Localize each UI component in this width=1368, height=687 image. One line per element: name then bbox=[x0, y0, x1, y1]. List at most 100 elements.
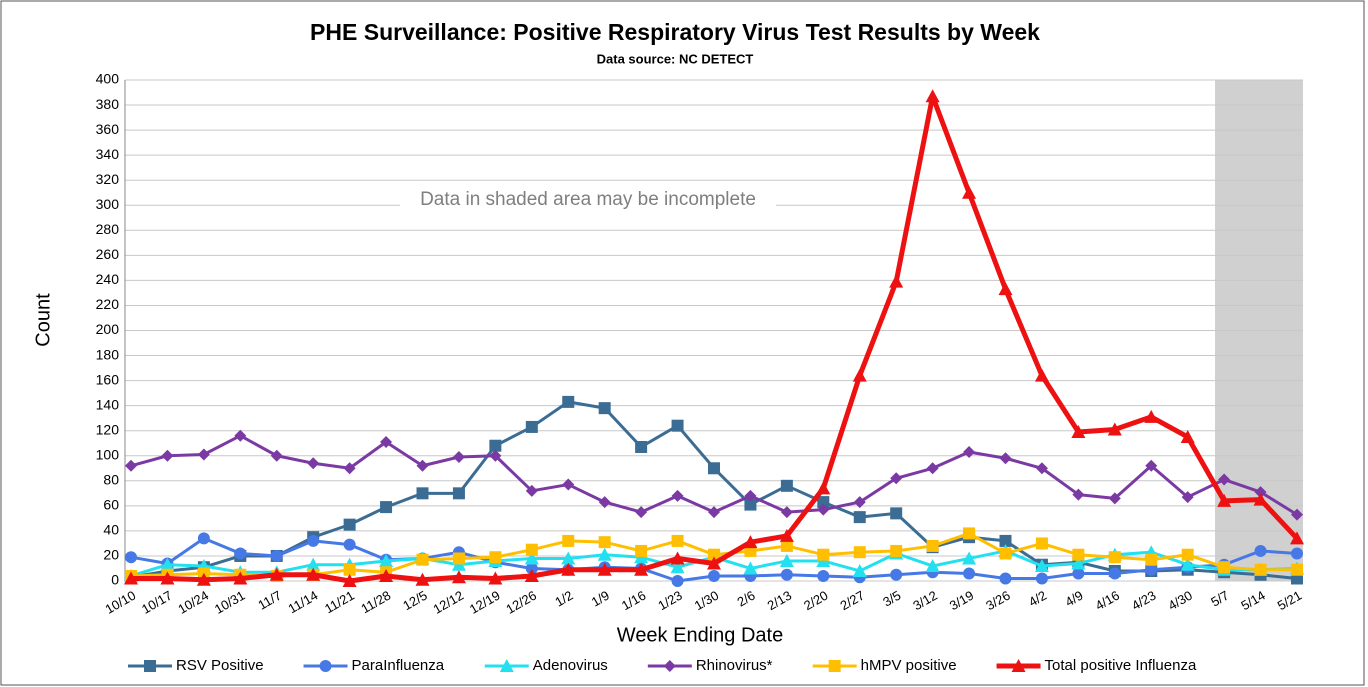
data-point bbox=[708, 506, 720, 519]
y-tick-label: 200 bbox=[96, 321, 120, 337]
data-point bbox=[852, 368, 867, 382]
data-point bbox=[817, 503, 830, 516]
legend-label: RSV Positive bbox=[176, 657, 264, 674]
data-point bbox=[853, 511, 866, 524]
data-point bbox=[1035, 462, 1048, 475]
data-point bbox=[890, 507, 903, 520]
legend-label: Rhinovirus* bbox=[696, 657, 773, 674]
data-point bbox=[1072, 567, 1085, 580]
data-point bbox=[524, 568, 539, 582]
y-tick-label: 120 bbox=[96, 421, 120, 437]
data-point bbox=[233, 571, 248, 585]
x-axis-label: Week Ending Date bbox=[617, 624, 783, 646]
data-point bbox=[597, 562, 612, 576]
data-point bbox=[744, 489, 757, 502]
data-point bbox=[307, 457, 320, 470]
data-point bbox=[416, 487, 429, 500]
chart-subtitle: Data source: NC DETECT bbox=[597, 51, 754, 66]
data-point bbox=[379, 553, 394, 567]
data-point bbox=[343, 518, 356, 531]
data-point bbox=[489, 551, 502, 564]
data-point bbox=[270, 549, 283, 562]
data-point bbox=[744, 498, 757, 511]
data-point bbox=[196, 572, 211, 586]
data-point bbox=[597, 547, 612, 561]
data-point bbox=[524, 551, 539, 565]
data-point bbox=[671, 419, 684, 432]
data-point bbox=[670, 551, 685, 565]
data-point bbox=[234, 429, 247, 442]
data-point bbox=[489, 439, 502, 452]
data-point bbox=[306, 567, 321, 581]
y-tick-label: 180 bbox=[96, 346, 120, 362]
data-point bbox=[1034, 368, 1049, 382]
data-point bbox=[1072, 548, 1085, 561]
data-point bbox=[1181, 491, 1194, 504]
data-point bbox=[488, 571, 503, 585]
y-tick-label: 320 bbox=[96, 171, 120, 187]
y-tick-label: 60 bbox=[103, 497, 119, 513]
data-point bbox=[779, 553, 794, 567]
y-tick-label: 20 bbox=[103, 547, 119, 563]
data-point bbox=[562, 395, 575, 408]
data-point bbox=[343, 538, 356, 551]
data-point bbox=[671, 534, 684, 547]
data-point bbox=[779, 528, 794, 542]
data-point bbox=[999, 534, 1012, 547]
data-point bbox=[306, 557, 321, 571]
y-tick-label: 380 bbox=[96, 96, 120, 112]
y-tick-label: 400 bbox=[96, 71, 120, 87]
y-tick-label: 0 bbox=[111, 572, 119, 588]
data-point bbox=[1254, 563, 1267, 576]
data-point bbox=[1291, 547, 1303, 560]
y-tick-label: 280 bbox=[96, 221, 120, 237]
legend-marker bbox=[1011, 659, 1026, 672]
data-point bbox=[889, 274, 904, 288]
y-tick-label: 260 bbox=[96, 246, 120, 262]
data-point bbox=[999, 452, 1012, 465]
data-point bbox=[562, 534, 575, 547]
data-point bbox=[1071, 424, 1086, 438]
data-point bbox=[1180, 429, 1195, 443]
data-point bbox=[598, 496, 611, 509]
data-point bbox=[124, 571, 138, 585]
data-point bbox=[270, 449, 283, 462]
data-point bbox=[343, 563, 356, 576]
data-point bbox=[1218, 561, 1231, 574]
data-point bbox=[1108, 567, 1121, 580]
data-point bbox=[780, 506, 793, 519]
legend-marker bbox=[663, 660, 676, 672]
data-point bbox=[1144, 409, 1159, 423]
data-point bbox=[708, 548, 720, 561]
data-point bbox=[561, 551, 576, 565]
y-tick-label: 40 bbox=[103, 522, 119, 538]
y-tick-label: 160 bbox=[96, 371, 120, 387]
data-point bbox=[707, 556, 721, 570]
data-point bbox=[1071, 556, 1086, 570]
data-point bbox=[415, 572, 430, 586]
legend-label: Total positive Influenza bbox=[1045, 657, 1197, 674]
data-point bbox=[780, 568, 793, 581]
data-point bbox=[525, 562, 538, 575]
y-tick-label: 80 bbox=[103, 472, 119, 488]
data-point bbox=[562, 478, 575, 491]
data-point bbox=[197, 448, 210, 461]
legend-marker bbox=[319, 660, 332, 672]
data-point bbox=[635, 544, 648, 557]
data-point bbox=[379, 568, 394, 582]
data-point bbox=[1107, 422, 1122, 436]
data-point bbox=[853, 496, 866, 509]
legend-label: ParaInfluenza bbox=[352, 657, 445, 674]
data-point bbox=[125, 459, 137, 472]
data-point bbox=[525, 420, 538, 433]
data-point bbox=[1108, 492, 1121, 505]
data-point bbox=[525, 543, 538, 556]
data-point bbox=[743, 535, 758, 549]
data-point bbox=[1145, 563, 1158, 576]
data-point bbox=[1217, 493, 1232, 507]
data-point bbox=[452, 552, 465, 565]
annotation: Data in shaded area may be incomplete bbox=[420, 189, 756, 210]
data-point bbox=[561, 562, 576, 576]
data-point bbox=[635, 506, 648, 519]
data-point bbox=[890, 568, 903, 581]
